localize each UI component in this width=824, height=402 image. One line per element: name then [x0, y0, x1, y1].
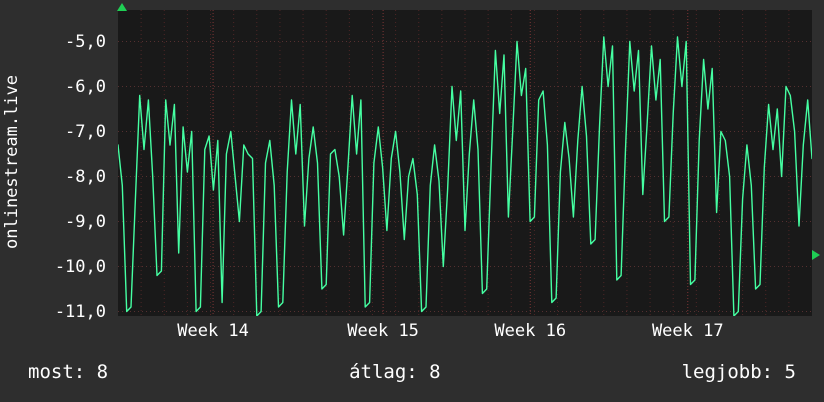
x-axis-arrow-icon [812, 250, 820, 260]
y-tick-label: -6,0 [65, 76, 106, 97]
y-tick-label: -11,0 [54, 301, 106, 322]
x-tick-label: Week 15 [347, 321, 419, 341]
y-tick-label: -5,0 [65, 31, 106, 52]
y-tick-label: -8,0 [65, 166, 106, 187]
stats-bar: most: 8 átlag: 8 legjobb: 5 [0, 360, 824, 384]
stat-best: legjobb: 5 [681, 361, 796, 383]
x-tick-label: Week 17 [651, 321, 724, 341]
stat-current: most: 8 [28, 361, 109, 383]
x-tick-label: Week 16 [494, 321, 567, 341]
y-tick-label: -7,0 [65, 121, 106, 142]
x-tick-label: Week 14 [177, 321, 249, 341]
data-series-line [118, 36, 812, 316]
y-axis-arrow-icon [117, 3, 127, 11]
stat-average: átlag: 8 [349, 361, 441, 383]
y-tick-label: -10,0 [54, 256, 106, 277]
plot-area [118, 10, 812, 316]
y-tick-label: -9,0 [65, 211, 106, 232]
